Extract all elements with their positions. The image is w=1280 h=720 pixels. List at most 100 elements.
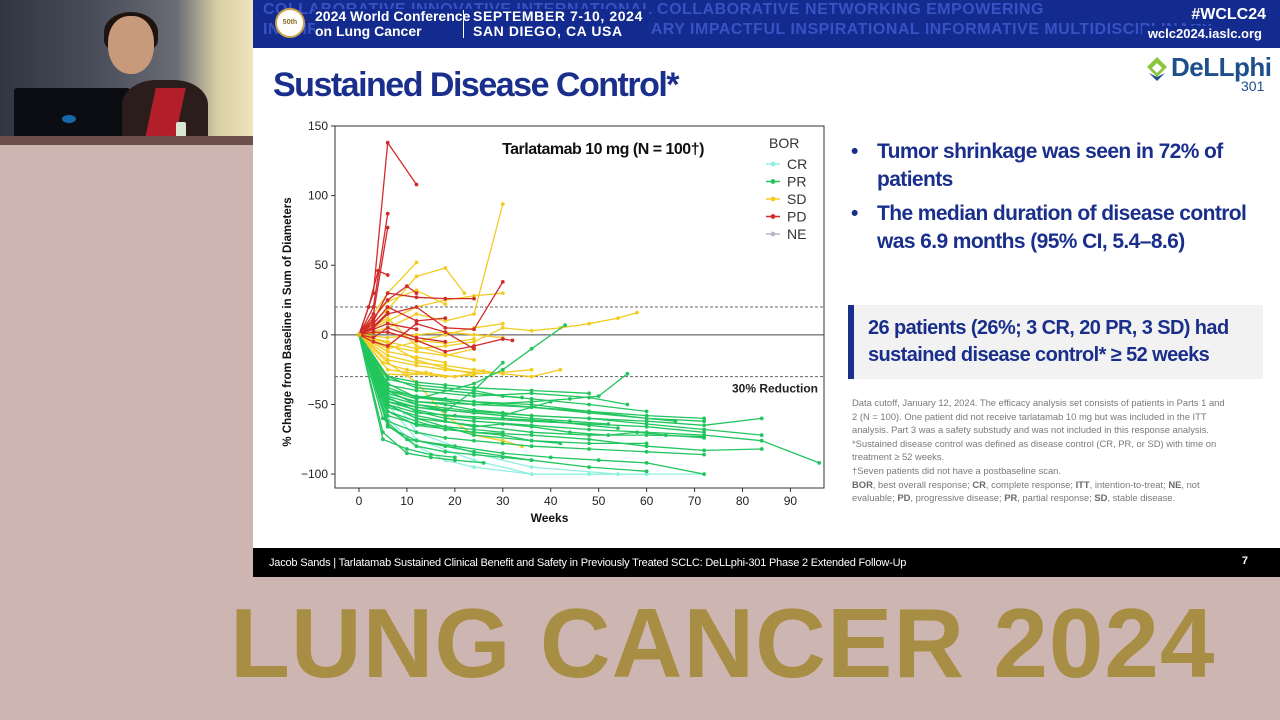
data-point bbox=[759, 416, 764, 421]
data-point bbox=[587, 391, 591, 396]
data-point bbox=[371, 324, 376, 329]
slide-page-number: 7 bbox=[1241, 555, 1248, 567]
laptop-logo-icon bbox=[62, 115, 76, 123]
data-point bbox=[472, 458, 476, 463]
data-point bbox=[587, 427, 591, 432]
data-point bbox=[472, 394, 476, 398]
data-point bbox=[529, 391, 534, 396]
data-point bbox=[414, 346, 419, 351]
data-point bbox=[443, 363, 448, 368]
data-point bbox=[644, 441, 649, 446]
data-point bbox=[520, 395, 524, 400]
data-point bbox=[443, 366, 448, 371]
data-point bbox=[443, 383, 448, 387]
legend-swatch-dot bbox=[770, 179, 776, 184]
data-point bbox=[385, 346, 390, 351]
data-point bbox=[472, 346, 476, 351]
data-point bbox=[414, 385, 419, 390]
data-point bbox=[500, 433, 505, 437]
data-point bbox=[702, 452, 706, 457]
data-point bbox=[385, 402, 390, 407]
data-point bbox=[587, 321, 591, 326]
patient-line-pr bbox=[358, 334, 706, 435]
data-point bbox=[500, 337, 505, 341]
data-point bbox=[702, 448, 706, 453]
data-point bbox=[414, 349, 419, 354]
data-point bbox=[414, 335, 419, 340]
data-point bbox=[371, 330, 376, 334]
data-point bbox=[616, 316, 620, 320]
data-point bbox=[385, 388, 390, 393]
data-point bbox=[414, 399, 419, 404]
data-point bbox=[472, 344, 476, 348]
data-point bbox=[587, 441, 591, 446]
abbrev-term: PD bbox=[897, 492, 911, 504]
data-point bbox=[443, 266, 448, 270]
data-point bbox=[568, 419, 572, 424]
data-point bbox=[443, 402, 448, 407]
data-point bbox=[702, 430, 706, 435]
data-point bbox=[371, 312, 376, 316]
data-point bbox=[644, 422, 649, 426]
slide-title: Sustained Disease Control* bbox=[273, 66, 680, 104]
data-point bbox=[587, 422, 591, 426]
data-point bbox=[371, 316, 376, 320]
presentation-slide: COLLABORATIVE INNOVATIVE INTERNATIONAL C… bbox=[253, 0, 1280, 577]
abbrev-def: , not evaluable; bbox=[852, 478, 1200, 504]
y-tick-label: −100 bbox=[301, 467, 328, 481]
patient-line-pd bbox=[358, 305, 448, 336]
data-point bbox=[702, 423, 706, 428]
data-point bbox=[702, 472, 706, 476]
reference-line-label: 30% Reduction bbox=[732, 382, 818, 396]
data-point bbox=[405, 284, 409, 288]
data-point bbox=[563, 323, 567, 327]
data-point bbox=[644, 409, 649, 414]
data-point bbox=[472, 371, 476, 376]
legend-item-pr: PR bbox=[766, 174, 806, 190]
data-point bbox=[414, 338, 419, 343]
patient-line-pd bbox=[358, 321, 476, 351]
abbrev-term: BOR bbox=[852, 478, 873, 490]
data-point bbox=[414, 312, 419, 316]
patient-line-pd bbox=[358, 284, 419, 336]
data-point bbox=[405, 367, 409, 372]
data-point bbox=[429, 455, 433, 460]
patient-line-pd bbox=[358, 225, 390, 336]
data-point bbox=[414, 394, 419, 398]
data-point bbox=[414, 402, 419, 407]
data-point bbox=[385, 321, 390, 326]
patient-trajectory bbox=[358, 292, 474, 336]
key-findings-list: • Tumor shrinkage was seen in 72% of pati… bbox=[851, 138, 1251, 262]
data-point bbox=[644, 449, 649, 454]
data-point bbox=[381, 416, 385, 421]
data-point bbox=[702, 436, 706, 440]
data-point bbox=[453, 458, 457, 463]
data-point bbox=[371, 339, 376, 344]
data-point bbox=[529, 419, 534, 424]
data-point bbox=[443, 352, 448, 357]
data-point bbox=[472, 449, 476, 454]
patient-line-pd bbox=[358, 268, 390, 336]
data-point bbox=[529, 374, 534, 379]
patient-trajectory bbox=[358, 323, 503, 350]
y-tick-label: 50 bbox=[315, 258, 329, 272]
data-point bbox=[625, 402, 630, 407]
data-point bbox=[529, 328, 534, 333]
dellphi-logo-icon bbox=[1147, 57, 1167, 81]
data-point bbox=[587, 472, 591, 476]
data-point bbox=[443, 424, 448, 429]
data-point bbox=[443, 427, 448, 432]
legend-swatch-dot bbox=[770, 161, 776, 167]
data-point bbox=[472, 337, 476, 341]
legend-item-pd: PD bbox=[766, 209, 806, 225]
data-point bbox=[414, 383, 419, 387]
data-point bbox=[381, 437, 385, 442]
data-point bbox=[443, 302, 448, 307]
patient-trajectory bbox=[358, 323, 475, 350]
data-point bbox=[759, 433, 764, 437]
data-point bbox=[587, 402, 591, 407]
data-point bbox=[644, 424, 649, 429]
patient-trajectory bbox=[358, 334, 647, 472]
patient-trajectory bbox=[358, 334, 628, 406]
data-point bbox=[500, 202, 505, 206]
